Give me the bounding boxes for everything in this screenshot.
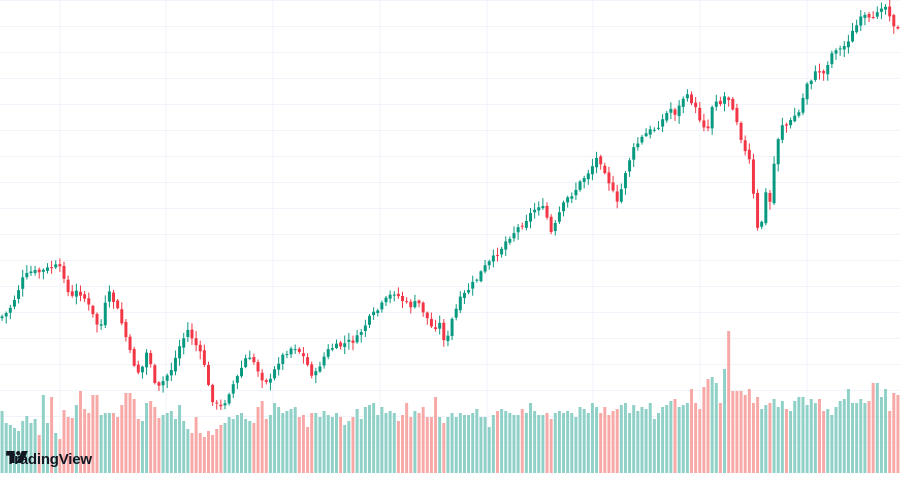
logo-text: TradingView bbox=[6, 451, 92, 468]
tradingview-logo[interactable]: TradingView bbox=[6, 451, 92, 468]
volume-bars bbox=[0, 331, 900, 473]
candles bbox=[0, 0, 900, 411]
tradingview-logo-icon bbox=[6, 451, 28, 463]
